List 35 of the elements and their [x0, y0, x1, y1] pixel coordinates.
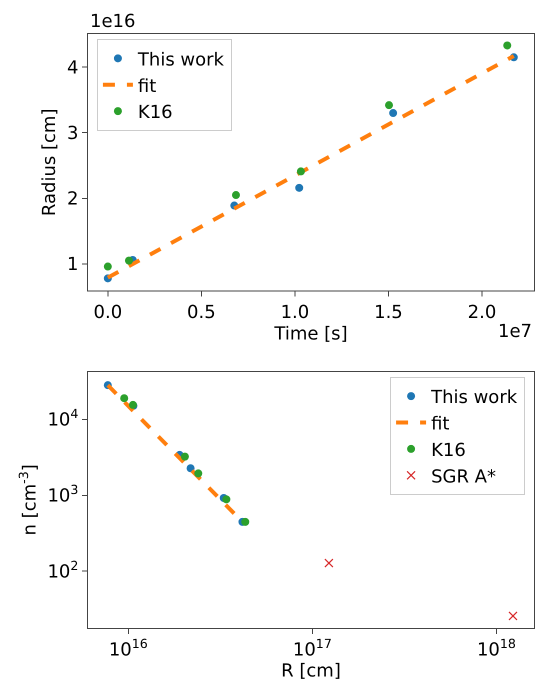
x-tick-label: 10$^{18}$	[476, 636, 516, 660]
y-tick-label: 10$^{2}$	[47, 558, 78, 582]
y-tick-label: 1	[66, 254, 78, 276]
point	[124, 256, 133, 265]
y-tick-label: 10$^{3}$	[47, 482, 78, 507]
point	[389, 109, 398, 118]
legend-label: This work	[430, 387, 518, 408]
x-tick-label: 0.0	[94, 302, 122, 324]
point	[503, 41, 512, 50]
legend-label: fit	[138, 76, 156, 97]
y-tick-label: 4	[66, 57, 78, 78]
x-tick-label: 2.0	[468, 302, 496, 324]
y-tick-label: 2	[66, 188, 78, 210]
y-tick-label: 10$^{4}$	[47, 406, 78, 431]
point	[385, 101, 394, 110]
legend-label: K16	[431, 440, 466, 461]
y-axis-title: Radius [cm]	[39, 108, 60, 216]
x-tick-label: 10$^{17}$	[292, 636, 332, 660]
point	[232, 191, 240, 200]
x-tick-label: 1.5	[374, 302, 403, 324]
x-axis-title: Time [s]	[273, 323, 348, 344]
point	[104, 262, 112, 271]
y-tick-label: 3	[66, 123, 78, 144]
legend-label: K16	[138, 102, 173, 124]
point	[296, 167, 305, 176]
x-axis-title: R [cm]	[281, 660, 341, 682]
x-tick-label: 0.5	[187, 302, 216, 324]
text: 1e7	[498, 321, 532, 342]
point	[295, 184, 304, 192]
legend-label: This work	[136, 49, 225, 70]
legend-label: SGR A*	[431, 466, 496, 488]
legend-label: fit	[431, 414, 450, 435]
x-tick-label: 1.0	[280, 302, 310, 324]
x-tick-label: 10$^{16}$	[108, 636, 148, 660]
text: 1e16	[90, 11, 136, 32]
